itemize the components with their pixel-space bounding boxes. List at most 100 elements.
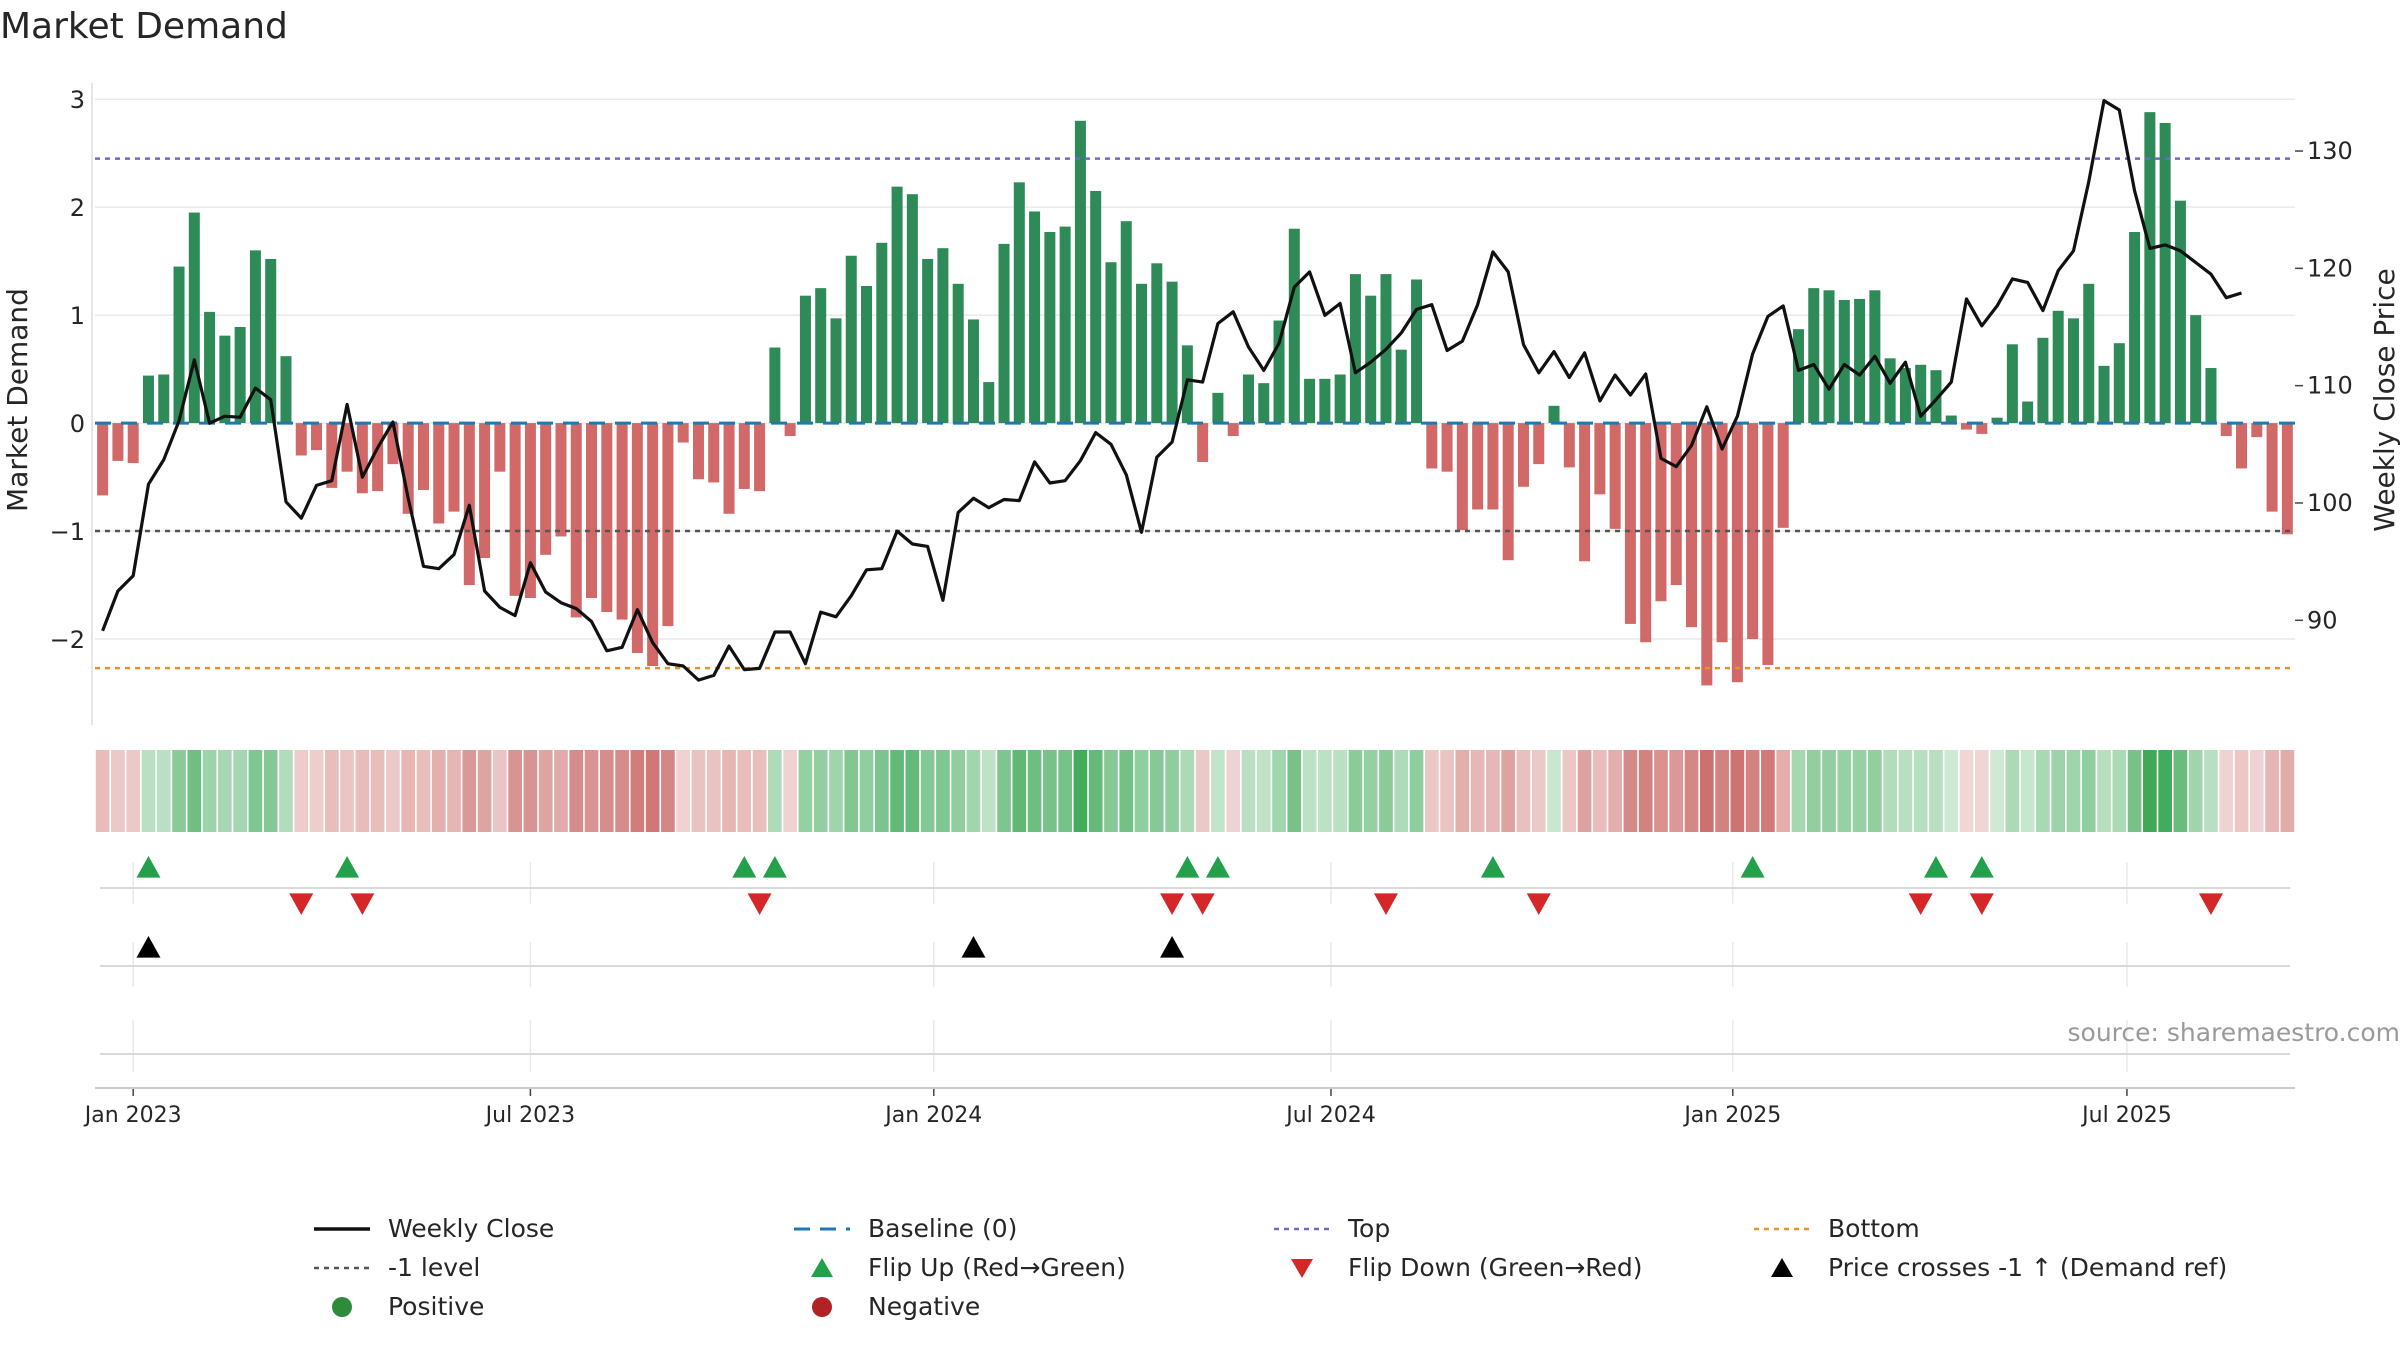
demand-bar [937,248,949,424]
heat-cell [1531,750,1546,832]
demand-bar [295,423,307,456]
y-tick-label: 3 [70,86,85,114]
heat-cell [936,750,950,832]
heat-cell [95,750,110,832]
heat-cell [1562,750,1577,832]
heat-cell [309,750,324,832]
demand-bar [1426,423,1438,469]
flip-down-marker [2198,893,2223,915]
heat-cell [630,750,645,832]
demand-bar [1624,423,1636,624]
demand-bar [799,295,811,424]
y2-axis-label: Weekly Close Price [2368,268,2400,531]
flip-up-marker [1205,856,1230,878]
heat-cell [2097,750,2111,832]
demand-bar [387,423,399,465]
heat-cell [156,750,171,832]
y2-tick-label: 110 [2307,372,2353,400]
demand-bar [1472,423,1484,510]
heat-cell [2020,750,2035,832]
demand-bar [983,382,995,424]
heat-cell [386,750,400,832]
axes-layer: −2 −1 0 1 2 3 90 100 110 120 130 Market Demand Weekl… [1,83,2400,725]
heat-cell [370,750,385,832]
y-tick-label: 1 [70,302,85,330]
legend-label: Weekly Close [388,1214,555,1243]
demand-bar [876,242,888,424]
demand-bar [1792,329,1804,424]
legend-symbol [314,1266,370,1269]
demand-bar [112,423,124,461]
heat-cell [1363,750,1378,832]
heat-cell [890,750,904,832]
demand-bar [1517,423,1529,487]
heat-cell [2249,750,2264,832]
demand-bar [341,423,353,472]
heat-cell [294,750,309,832]
demand-bar [861,285,873,424]
demand-bar [2098,365,2110,424]
demand-bar [417,423,429,491]
heat-cell [1394,750,1409,832]
demand-bar [219,335,231,424]
heat-cell [1424,750,1439,832]
x-tick-label: Jan 2024 [883,1103,982,1128]
demand-bar [2236,423,2248,469]
legend-symbol [1291,1258,1313,1278]
demand-bar [1456,423,1468,530]
legend-label: Positive [388,1292,485,1321]
demand-bar [1930,370,1942,424]
heat-cell [1761,750,1775,832]
demand-bar [616,423,628,620]
heat-cell [844,750,859,832]
demand-bar [1273,320,1285,424]
heat-cell [645,750,660,832]
heat-cell [1868,750,1882,832]
heat-cell [538,750,553,832]
demand-bar [1655,423,1667,602]
demand-bar [1212,392,1224,424]
heat-cell [691,750,706,832]
heat-cell [599,750,614,832]
heat-cell [752,750,767,832]
heat-cell [874,750,889,832]
demand-heat-strip [95,750,2295,832]
heat-cell [1745,750,1760,832]
demand-bar [631,423,643,654]
price-cross-marker [1160,936,1185,958]
demand-bar [1716,423,1728,643]
legend-item-close: Weekly Close [310,1212,790,1245]
demand-bar [906,194,918,424]
heat-cell [1699,750,1714,832]
heat-cell [1211,750,1225,832]
legend-symbol [1771,1257,1793,1277]
demand-bar [891,186,903,424]
heat-cell [1959,750,1974,832]
close-line-layer [101,98,2242,682]
demand-bar [922,258,934,424]
demand-bar [1961,423,1973,430]
heat-cell [2143,750,2157,832]
legend-item-minus-one: -1 level [310,1251,790,1284]
heat-cell [951,750,966,832]
heat-cell [584,750,599,832]
demand-bar [601,423,613,613]
heat-cell [1974,750,1989,832]
demand-bar [494,423,506,472]
demand-bar [2037,337,2049,424]
chart-title: Market Demand [0,6,288,47]
heat-cell [187,750,202,832]
flip-down-marker [1908,893,1933,915]
heat-cell [1516,750,1531,832]
heat-cell [1088,750,1103,832]
heat-cell [1318,750,1332,832]
demand-bar [402,423,414,514]
demand-bar [555,423,567,537]
heat-cell [233,750,247,832]
heat-cell [324,750,339,832]
demand-bar [1166,281,1178,424]
heat-cell [569,750,584,832]
heat-cell [1929,750,1943,832]
heat-cell [1149,750,1164,832]
y-tick-label: −2 [50,626,85,654]
